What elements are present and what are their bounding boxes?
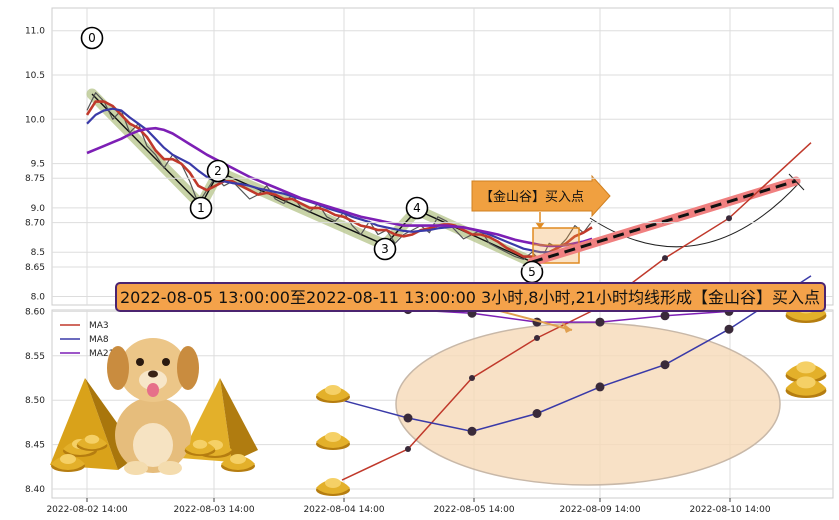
x-tick-label: 2022-08-03 14:00 [173, 505, 254, 515]
puppy-tongue [147, 383, 159, 397]
puppy-mascot [107, 338, 199, 475]
top-price-panel: 8.0 8.5 9.0 9.5 10.0 10.5 11.0 【金山谷】买入点 0 1 2 3 4 5 [25, 7, 834, 306]
top-series-group [85, 92, 593, 262]
puppy-ear-left [107, 346, 129, 390]
signal-banner: 2022-08-05 13:00:00至2022-08-11 13:00:00 … [115, 282, 826, 312]
banner-pointer [499, 310, 573, 331]
bottom-point-ma8 [532, 409, 542, 418]
puppy-ear-right [177, 346, 199, 390]
top-y-tick-label: 8.0 [31, 293, 46, 303]
top-grid [52, 8, 833, 305]
x-tick-label: 2022-08-04 14:00 [303, 505, 384, 515]
bottom-point-ma3 [662, 255, 668, 262]
gold-ingot [316, 385, 350, 403]
pivot-marker-label: 2 [214, 164, 222, 178]
pivot-markers: 0 1 2 3 4 5 [80, 26, 544, 284]
legend-label-ma21: MA21 [89, 349, 114, 359]
x-tick-label: 2022-08-09 14:00 [559, 505, 640, 515]
top-y-tick-label: 9.5 [31, 160, 45, 170]
banner-box [115, 282, 826, 312]
callout-label: 【金山谷】买入点 [480, 189, 584, 205]
bottom-point-ma8 [403, 413, 413, 423]
bottom-y-tick-label: 8.65 [25, 263, 45, 273]
bottom-y-tick-label: 8.55 [25, 352, 45, 362]
bottom-point-ma8 [724, 324, 734, 334]
bottom-x-axis: 2022-08-02 14:00 2022-08-03 14:00 2022-08-… [46, 498, 771, 515]
top-y-tick-label: 8.5 [31, 248, 45, 258]
bottom-y-axis: 8.40 8.45 8.50 8.55 8.60 8.65 8.70 8.75 [25, 174, 45, 495]
bottom-series-ma8 [341, 275, 812, 433]
top-series-ma21 [86, 126, 593, 248]
projection-line [531, 179, 797, 264]
bottom-point-ma8 [595, 382, 605, 392]
bottom-point-ma3 [534, 335, 540, 341]
puppy-paw-left [124, 461, 148, 475]
pivot-marker-circle [80, 26, 104, 50]
bottom-y-tick-label: 8.45 [25, 441, 45, 451]
puppy-nose [148, 370, 158, 378]
top-series-ma8 [86, 107, 593, 254]
bottom-point-ma3 [726, 215, 732, 222]
legend: MA3 MA8 MA21 [60, 321, 114, 359]
x-tick-label: 2022-08-10 14:00 [689, 505, 770, 515]
pivot-marker-label: 5 [528, 265, 536, 279]
bottom-ma-panel: 8.408.458.508.558.608.658.708.75 2022-08… [25, 142, 834, 515]
bottom-point-ma21 [660, 311, 670, 321]
x-tick-label: 2022-08-05 14:00 [433, 505, 514, 515]
bottom-y-tick-label: 8.70 [25, 219, 45, 229]
puppy-belly [133, 423, 173, 467]
top-y-tick-label: 11.0 [25, 27, 45, 37]
top-plot-area [51, 7, 834, 306]
gold-ingot [221, 454, 255, 472]
bottom-point-ma21 [595, 317, 605, 327]
gold-ingot [76, 434, 108, 451]
pivot-marker-circle [206, 159, 230, 183]
top-y-tick-label: 10.0 [25, 115, 45, 125]
bottom-point-ma3 [469, 375, 475, 381]
bottom-point-ma8 [660, 360, 670, 370]
projection-tip [788, 173, 805, 191]
top-y-axis: 8.0 8.5 9.0 9.5 10.0 10.5 11.0 [25, 27, 45, 303]
x-tick-label: 2022-08-02 14:00 [46, 505, 127, 515]
bottom-y-tick-label: 8.60 [25, 307, 45, 317]
buy-point-callout: 【金山谷】买入点 [471, 174, 611, 229]
top-series-ma3 [85, 100, 593, 259]
banner-pointer-head [562, 322, 572, 333]
gold-ingot [316, 432, 350, 450]
legend-label-ma8: MA8 [89, 335, 109, 345]
bottom-point-ma8 [467, 426, 477, 436]
pivot-marker-circle [189, 196, 213, 220]
pivot-marker-label: 1 [197, 201, 205, 215]
top-y-tick-label: 10.5 [25, 71, 45, 81]
gold-ingot [51, 454, 85, 472]
puppy-eye-left [136, 358, 144, 366]
bottom-point-ma3 [405, 446, 411, 452]
pivot-marker-label: 4 [413, 201, 421, 215]
bottom-y-tick-label: 8.50 [25, 396, 45, 406]
bottom-y-tick-label: 8.75 [25, 174, 45, 184]
puppy-muzzle [139, 370, 167, 390]
gold-ingot [785, 376, 827, 398]
pivot-marker-circle [405, 196, 429, 220]
gold-ingot [785, 361, 827, 383]
pivot-marker-circle [373, 237, 397, 261]
callout-arrow-shape [471, 174, 611, 218]
gold-ingots [51, 301, 827, 496]
pivot-marker-label: 3 [381, 242, 389, 256]
puppy-eye-right [162, 358, 170, 366]
puppy-paw-right [158, 461, 182, 475]
gold-ingot [316, 478, 350, 496]
highlight-ellipse [395, 322, 781, 486]
bottom-y-tick-label: 8.40 [25, 485, 45, 495]
callout-pointer-head [535, 222, 545, 229]
pivot-marker-label: 0 [88, 31, 96, 45]
gold-ingot [184, 439, 216, 456]
banner-text: 2022-08-05 13:00:00至2022-08-11 13:00:00 … [120, 288, 820, 307]
legend-label-ma3: MA3 [89, 321, 109, 331]
top-y-tick-label: 9.0 [31, 204, 46, 214]
